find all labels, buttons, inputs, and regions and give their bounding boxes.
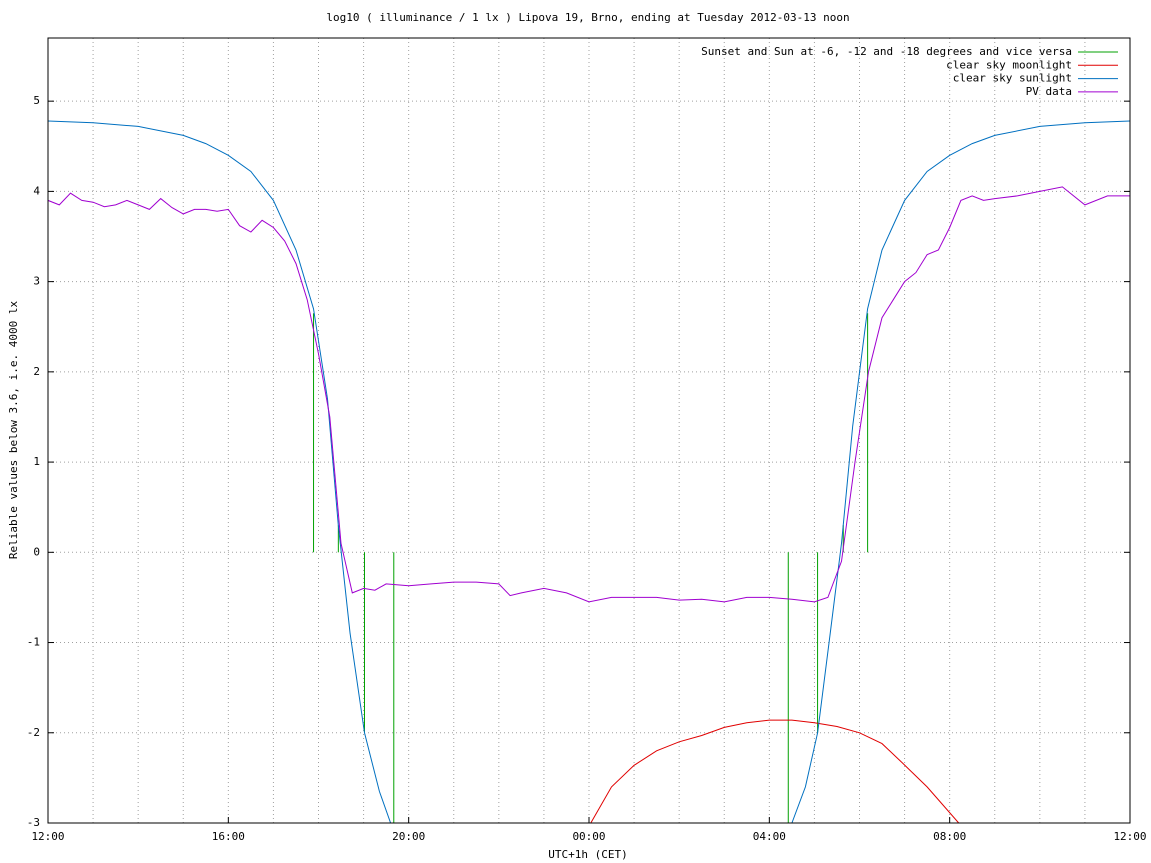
y-axis-label: Reliable values below 3.6, i.e. 4000 lx <box>7 300 20 559</box>
y-tick-label: 0 <box>33 545 40 558</box>
x-tick-label: 00:00 <box>572 830 605 843</box>
y-tick-label: 5 <box>33 94 40 107</box>
grid: -3 -2 -1 0 1 2 3 4 5 12:00 16:00 20:00 00:00 04:00 08:… <box>27 38 1147 843</box>
x-tick-label: 08:00 <box>933 830 966 843</box>
series-line <box>48 186 1130 603</box>
x-tick-label: 12:00 <box>31 830 64 843</box>
y-tick-label: 4 <box>33 184 40 197</box>
plot-border <box>47 37 1131 824</box>
legend-label: clear sky sunlight <box>953 72 1072 85</box>
y-tick-label: 2 <box>33 365 40 378</box>
x-tick-label: 20:00 <box>392 830 425 843</box>
x-axis-label: UTC+1h (CET) <box>548 848 627 861</box>
y-tick-label: -2 <box>27 726 40 739</box>
series-line <box>48 120 1130 823</box>
series-line <box>590 719 960 823</box>
y-tick-label: -1 <box>27 636 40 649</box>
legend: Sunset and Sun at -6, -12 and -18 degree… <box>701 45 1118 98</box>
y-tick-label: 1 <box>33 455 40 468</box>
chart-title: log10 ( illuminance / 1 lx ) Lipova 19, … <box>326 11 849 24</box>
x-tick-label: 16:00 <box>212 830 245 843</box>
x-tick-label: 12:00 <box>1113 830 1146 843</box>
plot-area <box>48 120 1130 823</box>
y-tick-label: 3 <box>33 275 40 288</box>
legend-label: Sunset and Sun at -6, -12 and -18 degree… <box>701 45 1072 58</box>
legend-label: PV data <box>1026 85 1072 98</box>
legend-label: clear sky moonlight <box>946 58 1072 71</box>
x-tick-label: 04:00 <box>753 830 786 843</box>
y-tick-label: -3 <box>27 816 40 829</box>
